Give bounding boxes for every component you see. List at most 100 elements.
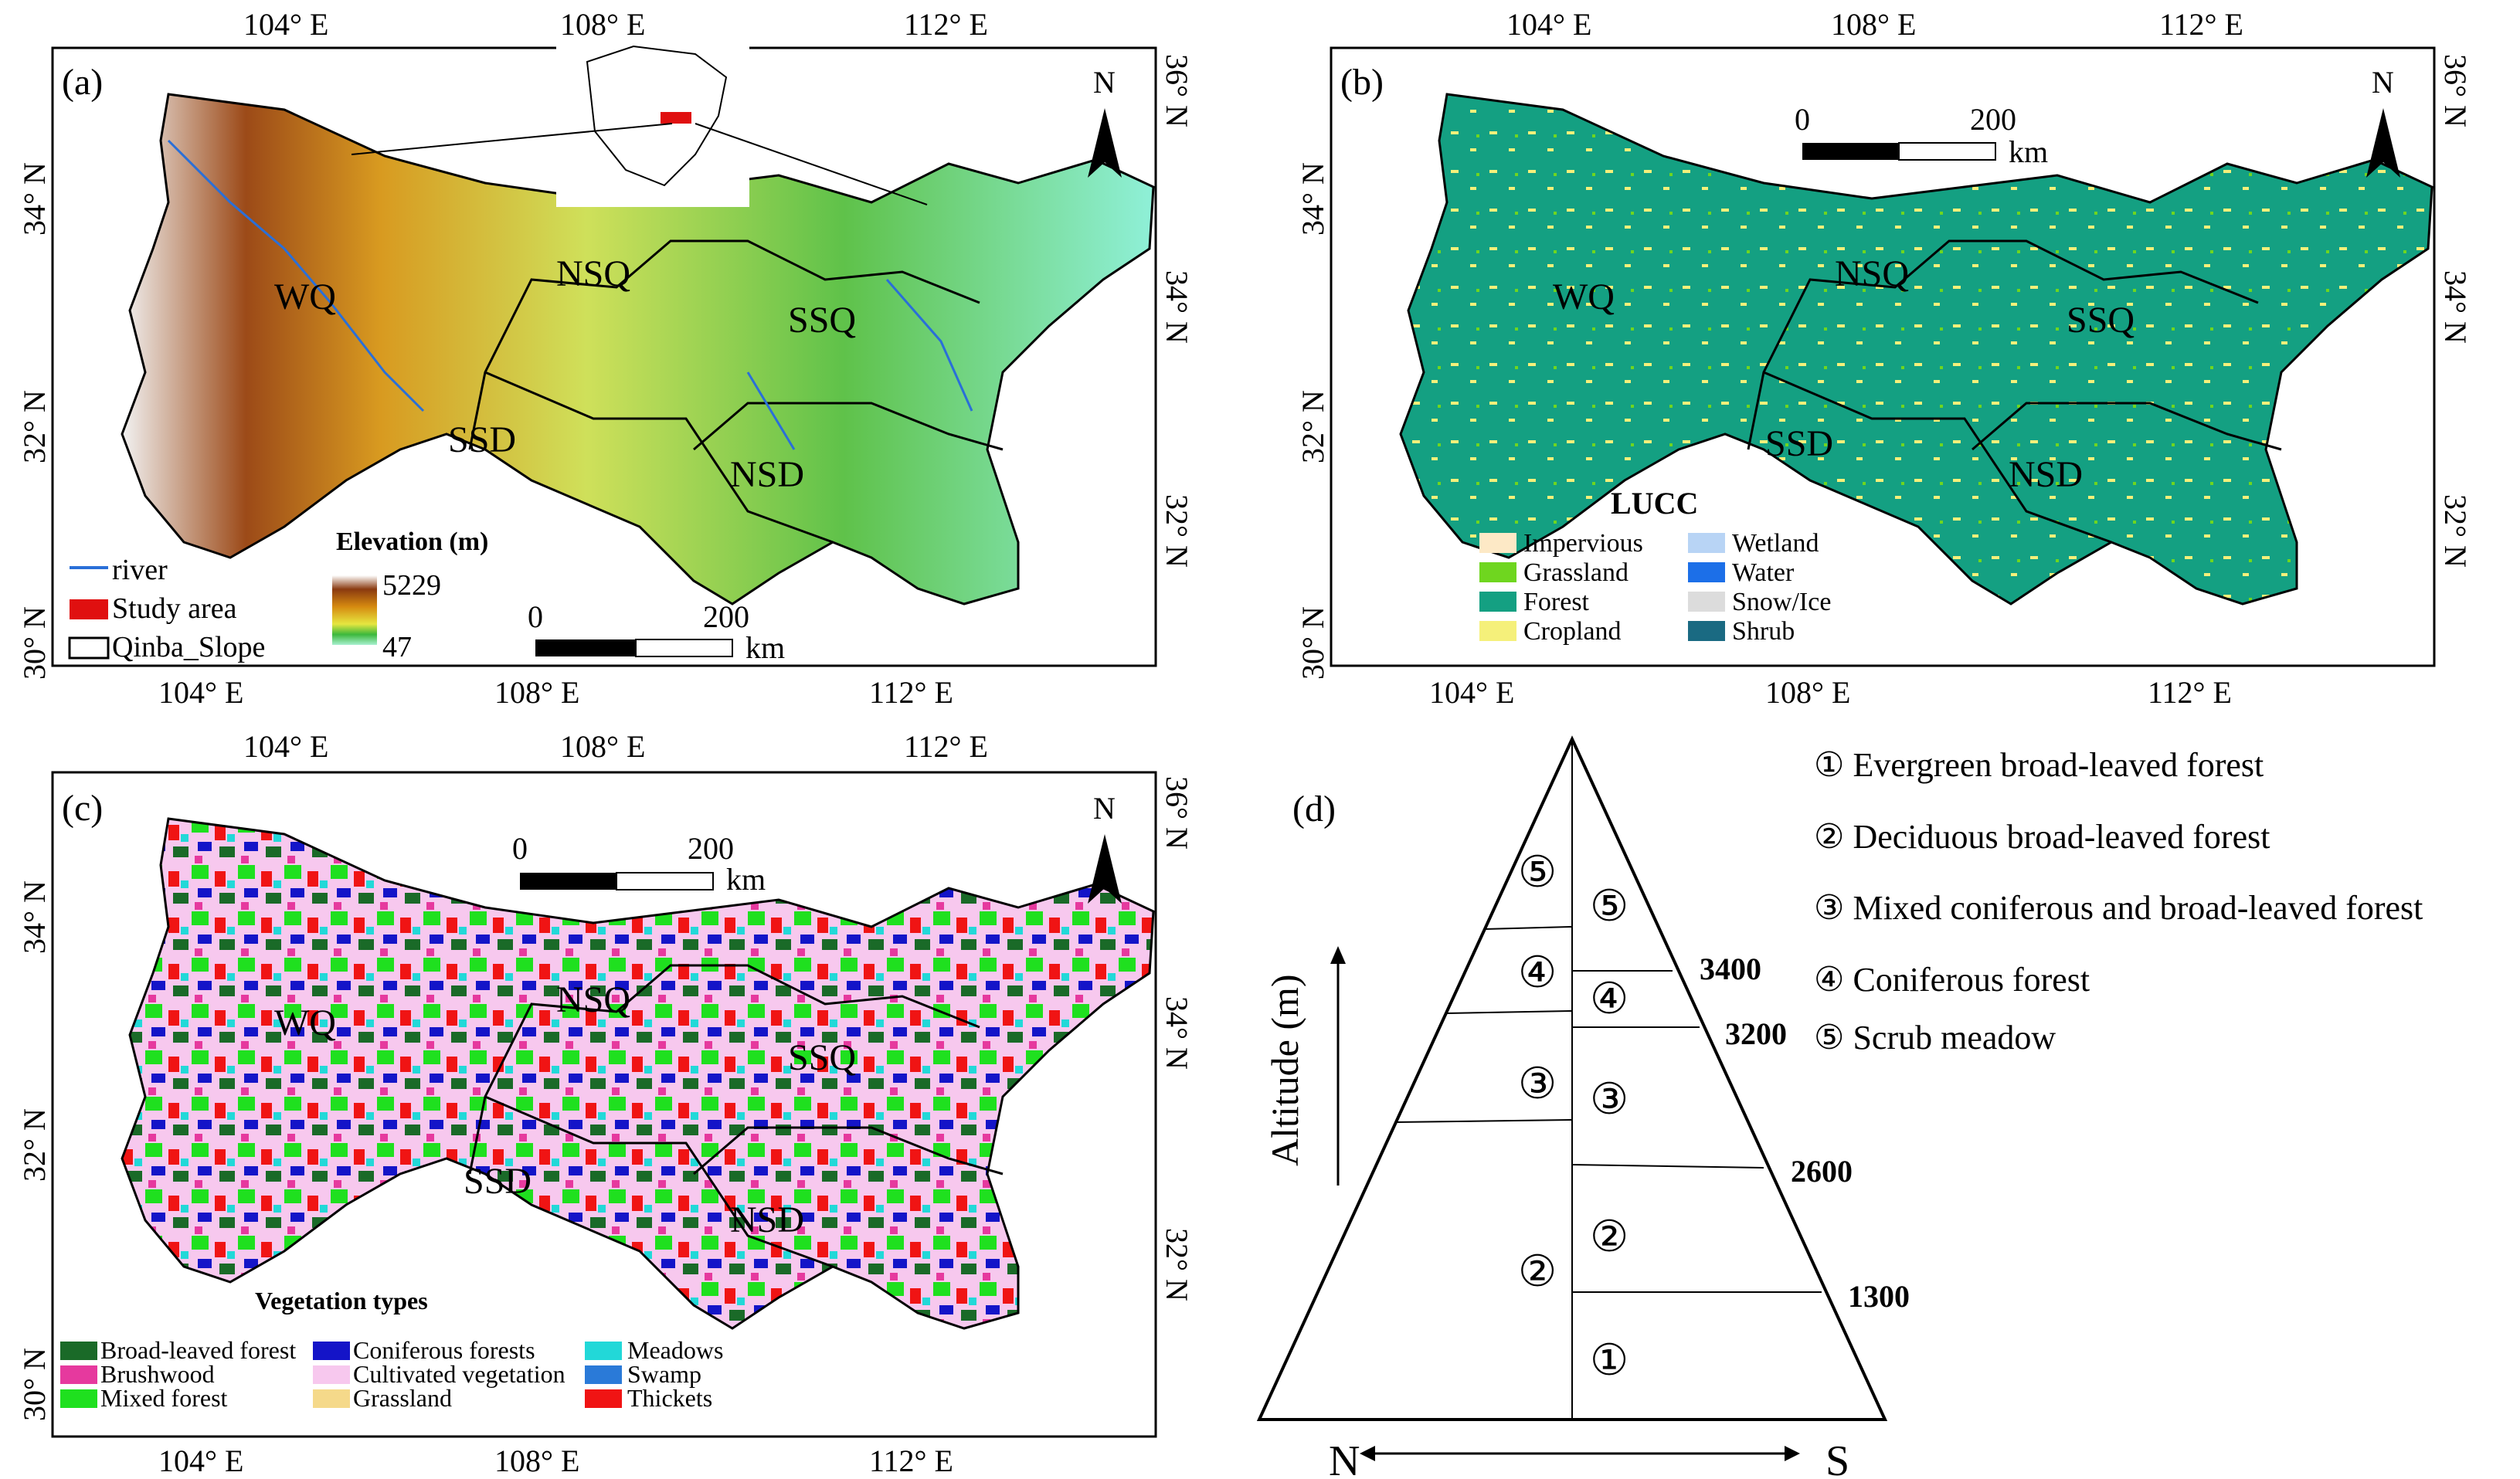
b-region-wq: WQ [1553, 276, 1615, 317]
svg-text:200: 200 [688, 831, 734, 866]
svg-text:200: 200 [1970, 102, 2016, 137]
d-legend-3: ③ Mixed coniferous and broad-leaved fore… [1814, 889, 2423, 927]
d-south-label: S [1825, 1437, 1849, 1479]
svg-text:Forest: Forest [1523, 588, 1590, 616]
b-lon-top-1: 108° E [1831, 7, 1916, 42]
c-north-arrow: N [1088, 791, 1122, 904]
svg-text:Impervious: Impervious [1523, 529, 1643, 558]
svg-text:Mixed forest: Mixed forest [100, 1384, 228, 1412]
c-region-nsd: NSD [730, 1199, 804, 1240]
b-lon-bot-1: 108° E [1765, 675, 1850, 710]
svg-text:0: 0 [528, 599, 543, 634]
d-right-zone-3: ③ [1590, 1076, 1628, 1124]
a-region-nsd: NSD [730, 454, 804, 495]
a-lon-top-0: 104° E [243, 7, 328, 42]
a-region-wq: WQ [274, 276, 336, 317]
c-lon-bot-2: 112° E [869, 1443, 953, 1478]
d-right-zone-2: ② [1590, 1213, 1628, 1261]
svg-text:Shrub: Shrub [1732, 617, 1795, 646]
d-altitude-2600: 2600 [1791, 1154, 1853, 1189]
c-lat-right-0: 36° N [1160, 776, 1194, 850]
d-left-zone-3: ③ [1518, 1060, 1557, 1108]
rivers [167, 139, 973, 450]
a-lat-right-1: 34° N [1160, 270, 1194, 344]
b-lon-bot-0: 104° E [1429, 675, 1514, 710]
d-legend-2: ② Deciduous broad-leaved forest [1814, 818, 2270, 856]
panel-b: (b) 104° E 108° E 112° E 104° E 108° E 1… [1296, 7, 2473, 710]
svg-text:Water: Water [1732, 558, 1795, 587]
panel-c-letter: (c) [62, 788, 103, 829]
svg-text:5229: 5229 [382, 569, 441, 602]
a-elevation-legend: Elevation (m) 5229 47 [332, 527, 488, 663]
svg-text:N: N [1093, 791, 1116, 826]
panel-b-letter: (b) [1340, 62, 1384, 103]
c-lat-right-1: 34° N [1160, 996, 1194, 1070]
a-lat-left-1: 32° N [17, 390, 52, 463]
d-altitude-3200: 3200 [1725, 1016, 1787, 1051]
b-lon-top-2: 112° E [2159, 7, 2243, 42]
c-lon-bot-1: 108° E [494, 1443, 579, 1478]
c-region-ssd: SSD [464, 1161, 532, 1202]
svg-text:0: 0 [512, 831, 528, 866]
svg-text:47: 47 [382, 631, 412, 663]
b-region-ssq: SSQ [2067, 300, 2135, 341]
a-lon-bot-1: 108° E [494, 675, 579, 710]
a-lat-right-2: 32° N [1160, 494, 1194, 568]
panel-a: (a) 104° E 108° E 112° E 104° E 108° E 1… [17, 7, 1194, 710]
subregion-boundaries [1747, 239, 2282, 544]
d-y-axis-label: Altitude (m) [1263, 974, 1306, 1166]
b-lat-left-1: 32° N [1296, 390, 1330, 463]
c-lon-top-2: 112° E [904, 729, 988, 764]
panel-d: (d) ⑤ ④ ③ ② ⑤ ④ ③ ② ① 3400 3200 2600 130… [1256, 735, 2423, 1479]
d-legend-4: ④ Coniferous forest [1814, 961, 2090, 999]
c-region-wq: WQ [274, 1002, 336, 1043]
panel-d-letter: (d) [1292, 789, 1336, 829]
svg-text:Qinba_Slope: Qinba_Slope [112, 631, 265, 663]
svg-text:Swamp: Swamp [627, 1360, 701, 1388]
d-legend-1: ① Evergreen broad-leaved forest [1814, 746, 2264, 784]
panel-c: (c) 104° E 108° E 112° E 104° E 108° E 1… [17, 729, 1194, 1478]
a-lon-bot-2: 112° E [869, 675, 953, 710]
b-lon-bot-2: 112° E [2148, 675, 2232, 710]
b-lat-left-2: 30° N [1296, 606, 1330, 680]
c-scale-bar: 0 200 km [512, 831, 766, 897]
a-region-ssd: SSD [448, 419, 516, 460]
c-lon-top-0: 104° E [243, 729, 328, 764]
svg-text:Snow/Ice: Snow/Ice [1732, 588, 1831, 616]
svg-text:N: N [2372, 65, 2394, 100]
svg-text:river: river [112, 554, 168, 586]
b-region-ssd: SSD [1765, 423, 1833, 464]
c-region-ssq: SSQ [788, 1037, 856, 1078]
svg-text:Brushwood: Brushwood [100, 1360, 215, 1388]
svg-text:0: 0 [1795, 102, 1810, 137]
svg-text:N: N [1093, 65, 1116, 100]
d-left-zone-4: ④ [1518, 949, 1557, 997]
a-region-ssq: SSQ [788, 300, 856, 341]
svg-text:200: 200 [703, 599, 749, 634]
b-scale-bar: 0 200 km [1795, 102, 2048, 169]
svg-text:Study area: Study area [112, 592, 237, 625]
svg-text:Grassland: Grassland [353, 1384, 452, 1412]
a-north-arrow: N [1088, 65, 1122, 178]
b-region-nsd: NSD [2009, 454, 2083, 495]
inset-study-area [661, 112, 691, 124]
svg-text:Vegetation types: Vegetation types [255, 1287, 428, 1314]
c-lat-left-2: 30° N [17, 1348, 52, 1421]
d-right-zone-1: ① [1590, 1337, 1628, 1385]
svg-text:km: km [745, 630, 785, 665]
d-north-label: N [1329, 1437, 1360, 1479]
d-altitude-3400: 3400 [1700, 952, 1761, 986]
svg-text:Cropland: Cropland [1523, 617, 1622, 646]
a-lon-bot-0: 104° E [158, 675, 243, 710]
c-lon-top-1: 108° E [560, 729, 645, 764]
c-vegetation-legend: Vegetation types Broad-leaved forest Bru… [60, 1287, 723, 1412]
svg-text:km: km [726, 862, 766, 897]
b-lon-top-0: 104° E [1506, 7, 1591, 42]
a-region-nsq: NSQ [556, 253, 630, 294]
b-lat-left-0: 34° N [1296, 162, 1330, 236]
svg-text:Coniferous forests: Coniferous forests [353, 1336, 535, 1364]
svg-text:Wetland: Wetland [1732, 529, 1819, 558]
d-legend-5: ⑤ Scrub meadow [1814, 1019, 2056, 1057]
svg-text:Meadows: Meadows [627, 1336, 723, 1364]
a-scale-bar: 0 200 km [528, 599, 785, 665]
